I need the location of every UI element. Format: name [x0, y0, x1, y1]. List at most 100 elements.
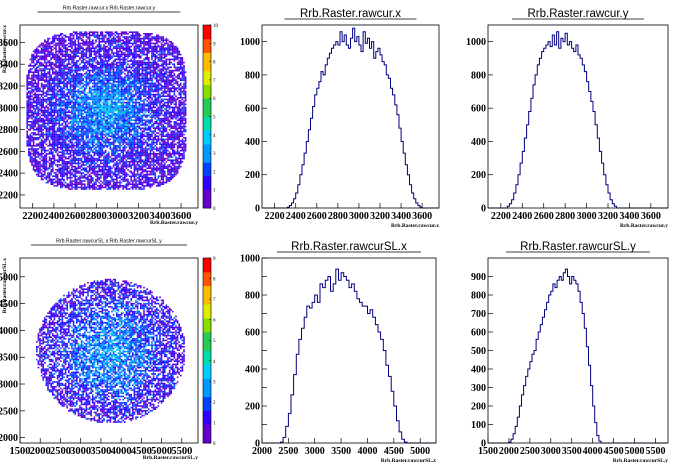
density-cell — [125, 167, 128, 169]
density-cell — [128, 103, 131, 105]
density-cell — [34, 109, 36, 112]
density-cell — [90, 117, 92, 120]
density-cell — [111, 157, 113, 160]
density-cell — [92, 116, 94, 118]
density-cell — [42, 173, 44, 176]
density-cell — [96, 60, 99, 62]
density-cell — [71, 121, 73, 123]
density-cell — [112, 153, 115, 155]
density-cell — [52, 77, 54, 80]
density-cell — [98, 151, 100, 153]
density-cell — [127, 109, 129, 112]
density-cell — [48, 132, 51, 134]
density-cell — [96, 63, 99, 65]
density-cell — [69, 92, 72, 94]
density-cell — [104, 169, 107, 171]
density-cell — [53, 57, 56, 59]
density-cell — [79, 69, 81, 72]
density-cell — [74, 172, 76, 174]
density-cell — [106, 183, 108, 185]
density-cell — [114, 185, 116, 187]
density-cell — [117, 188, 120, 190]
density-cell — [116, 137, 118, 139]
density-cell — [82, 130, 84, 133]
density-cell — [44, 41, 46, 43]
density-cell — [64, 113, 67, 115]
density-cell — [116, 148, 118, 150]
density-cell — [80, 148, 83, 150]
density-cell — [112, 73, 115, 75]
density-cell — [82, 74, 84, 77]
density-cell — [111, 141, 113, 144]
density-cell — [119, 117, 121, 120]
density-cell — [39, 113, 41, 115]
density-cell — [104, 156, 107, 158]
density-cell — [116, 161, 118, 163]
density-cell — [127, 164, 129, 166]
density-cell — [55, 93, 57, 96]
density-cell — [60, 37, 62, 40]
density-cell — [39, 165, 41, 168]
density-cell — [85, 173, 88, 176]
density-cell — [77, 130, 80, 133]
density-cell — [61, 111, 64, 113]
density-cell — [106, 100, 108, 102]
density-cell — [116, 103, 118, 105]
density-cell — [48, 82, 51, 85]
density-cell — [37, 55, 40, 57]
density-cell — [92, 79, 94, 81]
density-cell — [96, 93, 99, 96]
density-cell — [71, 143, 73, 145]
density-cell — [72, 34, 75, 37]
density-cell — [37, 81, 40, 83]
density-cell — [53, 55, 56, 57]
density-cell — [56, 180, 59, 182]
density-cell — [74, 33, 76, 35]
density-cell — [39, 109, 41, 112]
density-cell — [132, 148, 134, 150]
density-cell — [124, 132, 126, 134]
density-cell — [92, 39, 94, 41]
density-cell — [98, 124, 100, 126]
density-cell — [42, 106, 44, 109]
density-cell — [64, 148, 67, 150]
density-cell — [42, 100, 44, 102]
density-cell — [90, 167, 92, 169]
density-cell — [125, 125, 128, 128]
density-cell — [128, 79, 131, 81]
density-cell — [100, 173, 102, 176]
density-cell — [130, 84, 132, 86]
density-cell — [120, 159, 123, 161]
density-cell — [71, 116, 73, 118]
density-cell — [36, 121, 38, 123]
density-cell — [122, 122, 124, 125]
density-cell — [80, 111, 83, 113]
density-cell — [100, 154, 102, 157]
density-cell — [125, 133, 128, 136]
density-cell — [77, 165, 80, 168]
density-cell — [79, 98, 81, 101]
density-cell — [116, 116, 118, 118]
density-cell — [98, 92, 100, 94]
density-cell — [63, 161, 65, 163]
density-cell — [127, 183, 129, 185]
density-cell — [104, 151, 107, 153]
density-cell — [47, 39, 49, 41]
density-cell — [130, 71, 132, 73]
density-cell — [93, 34, 96, 37]
density-cell — [58, 57, 60, 59]
density-cell — [52, 180, 54, 182]
density-cell — [60, 81, 62, 83]
density-cell — [52, 156, 54, 158]
density-cell — [128, 101, 131, 104]
density-cell — [77, 73, 80, 75]
density-cell — [50, 87, 52, 89]
density-cell — [45, 181, 48, 184]
density-cell — [82, 61, 84, 64]
density-cell — [44, 66, 46, 69]
density-cell — [50, 93, 52, 96]
density-cell — [98, 109, 100, 112]
density-cell — [82, 105, 84, 107]
density-cell — [100, 177, 102, 179]
density-cell — [117, 121, 120, 123]
